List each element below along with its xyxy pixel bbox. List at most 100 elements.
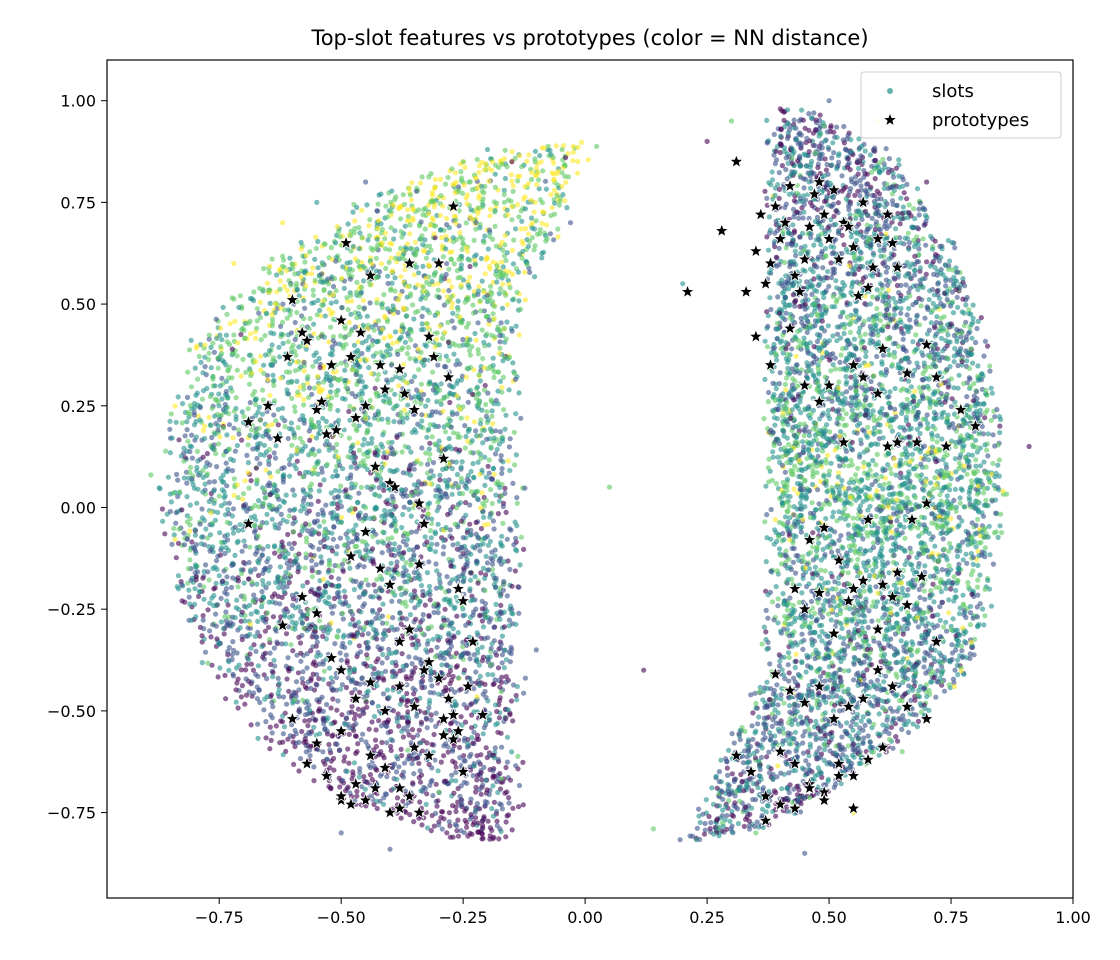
slot-point	[423, 403, 429, 409]
slot-point	[263, 719, 269, 725]
slot-point	[492, 223, 498, 229]
slot-point	[372, 412, 378, 418]
slot-point	[398, 229, 404, 235]
slot-point	[203, 562, 209, 568]
slot-point	[231, 647, 237, 653]
slot-point	[345, 784, 351, 790]
slot-point	[302, 718, 308, 724]
slot-point	[326, 442, 332, 448]
slot-point	[505, 458, 511, 464]
slot-point	[436, 822, 442, 828]
slot-point	[482, 575, 488, 582]
slot-point	[221, 359, 227, 365]
slot-point	[308, 481, 315, 487]
slot-point	[428, 828, 434, 834]
slot-point	[493, 492, 499, 498]
slot-point	[454, 357, 460, 364]
slot-point	[384, 214, 390, 220]
slot-point	[424, 825, 431, 831]
slot-point	[425, 505, 431, 511]
slot-point	[342, 754, 348, 760]
slot-point	[209, 595, 215, 601]
slot-point	[321, 588, 328, 594]
slot-point	[258, 337, 264, 343]
slot-point	[444, 830, 450, 836]
slot-point	[375, 225, 381, 231]
slot-point	[426, 546, 433, 552]
slot-point	[209, 434, 215, 441]
slot-point	[372, 385, 378, 391]
slot-point	[429, 541, 435, 547]
slot-point	[511, 370, 518, 376]
slot-point	[435, 768, 441, 774]
slot-point	[386, 259, 392, 265]
slot-point	[488, 444, 494, 450]
slot-point	[467, 348, 473, 354]
slot-point	[498, 602, 504, 609]
slot-point	[510, 183, 516, 189]
slot-point	[315, 511, 321, 517]
slot-point	[487, 836, 493, 842]
slot-point	[431, 690, 437, 696]
slot-point	[526, 152, 532, 158]
slot-point	[471, 310, 477, 316]
slot-point	[280, 694, 287, 700]
slot-point	[300, 669, 306, 675]
slot-point	[423, 450, 429, 456]
slot-point	[432, 312, 438, 318]
slot-point	[468, 570, 474, 576]
slot-point	[406, 654, 412, 660]
slot-point	[425, 262, 432, 268]
slot-point	[574, 170, 581, 176]
slot-point	[363, 515, 369, 522]
slot-point	[503, 412, 509, 418]
slot-point	[561, 162, 568, 168]
slot-point	[547, 147, 553, 154]
slot-point	[298, 239, 304, 245]
slot-point	[167, 491, 173, 497]
slot-point	[185, 369, 191, 375]
slot-point	[392, 275, 398, 281]
slot-point	[189, 432, 195, 438]
slot-point	[417, 779, 424, 785]
slot-point	[284, 267, 290, 274]
slot-point	[511, 542, 517, 548]
slot-point	[372, 737, 379, 743]
slot-point	[370, 594, 376, 600]
slot-point	[215, 365, 221, 371]
slot-point	[490, 767, 496, 774]
slot-point	[364, 430, 370, 436]
slot-point	[271, 450, 277, 456]
slot-point	[329, 733, 335, 739]
slot-point	[264, 520, 270, 526]
slot-point	[570, 143, 576, 150]
slot-point	[488, 476, 494, 482]
slot-point	[415, 602, 421, 608]
slot-point	[359, 391, 366, 397]
slot-point	[231, 425, 237, 431]
slot-point	[391, 418, 397, 425]
slot-point	[516, 298, 522, 304]
slot-point	[532, 274, 538, 280]
slot-point	[490, 672, 496, 678]
slot-point	[404, 579, 410, 585]
slot-point	[483, 553, 489, 560]
slot-point	[252, 551, 259, 557]
slot-point	[448, 391, 454, 397]
slot-point	[550, 154, 556, 160]
slot-point	[424, 570, 430, 576]
slot-point	[316, 546, 322, 552]
slot-point	[249, 579, 255, 585]
slot-point	[357, 230, 363, 236]
slot-point	[369, 440, 375, 446]
slot-point	[260, 594, 266, 600]
slot-point	[334, 441, 340, 447]
slot-point	[418, 423, 424, 430]
slot-point	[217, 325, 224, 331]
slot-point	[232, 615, 238, 621]
slot-point	[400, 305, 406, 311]
slot-point	[497, 339, 503, 345]
slot-point	[438, 227, 444, 233]
slot-point	[392, 650, 399, 656]
slot-point	[502, 490, 508, 496]
